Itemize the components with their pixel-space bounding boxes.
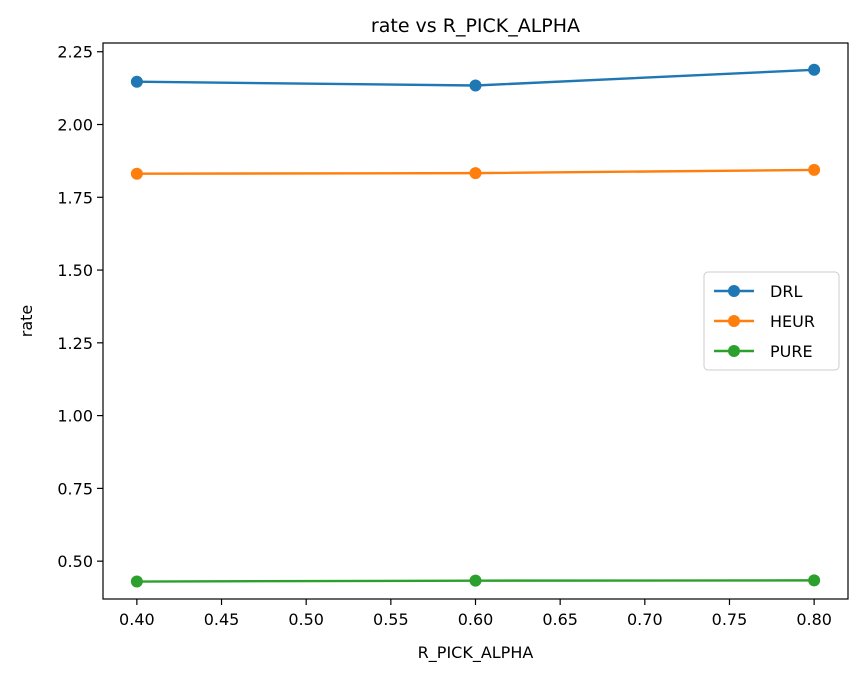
- series-pure: [130, 574, 821, 588]
- series-layer: [130, 63, 821, 588]
- legend-label-heur: HEUR: [770, 312, 815, 331]
- data-point-pure: [808, 574, 821, 587]
- data-point-drl: [130, 75, 143, 88]
- y-tick-label: 1.50: [57, 261, 93, 280]
- data-point-heur: [130, 167, 143, 180]
- chart-title: rate vs R_PICK_ALPHA: [371, 15, 580, 37]
- x-tick-label: 0.45: [204, 610, 240, 629]
- data-point-drl: [808, 63, 821, 76]
- y-tick-label: 1.00: [57, 407, 93, 426]
- legend-marker-heur: [728, 315, 740, 327]
- x-tick-label: 0.70: [627, 610, 663, 629]
- x-tick-label: 0.60: [458, 610, 494, 629]
- y-tick-label: 0.50: [57, 552, 93, 571]
- legend-label-drl: DRL: [770, 282, 802, 301]
- y-tick-label: 1.25: [57, 334, 93, 353]
- x-tick-label: 0.40: [119, 610, 155, 629]
- legend: DRL HEUR PURE: [703, 271, 840, 371]
- x-tick-label: 0.80: [796, 610, 832, 629]
- x-tick-label: 0.50: [288, 610, 324, 629]
- x-axis-ticks: 0.40 0.45 0.50 0.55 0.60 0.65 0.70 0.75 0.80: [119, 599, 832, 629]
- x-tick-label: 0.65: [542, 610, 578, 629]
- series-drl: [130, 63, 821, 92]
- y-axis-ticks: 0.50 0.75 1.00 1.25 1.50 1.75 2.00 2.25: [57, 43, 103, 571]
- y-axis-label: rate: [17, 305, 36, 338]
- data-point-heur: [808, 163, 821, 176]
- legend-marker-pure: [728, 345, 740, 357]
- y-tick-label: 1.75: [57, 188, 93, 207]
- y-tick-label: 2.25: [57, 43, 93, 62]
- x-tick-label: 0.75: [712, 610, 748, 629]
- data-point-drl: [469, 79, 482, 92]
- legend-box: [703, 271, 840, 371]
- y-tick-label: 2.00: [57, 116, 93, 135]
- series-heur: [130, 163, 821, 180]
- x-axis-label: R_PICK_ALPHA: [418, 643, 534, 663]
- y-tick-label: 0.75: [57, 479, 93, 498]
- x-tick-label: 0.55: [373, 610, 409, 629]
- legend-marker-drl: [728, 285, 740, 297]
- data-point-pure: [130, 575, 143, 588]
- data-point-pure: [469, 574, 482, 587]
- data-point-heur: [469, 167, 482, 180]
- legend-label-pure: PURE: [770, 342, 813, 361]
